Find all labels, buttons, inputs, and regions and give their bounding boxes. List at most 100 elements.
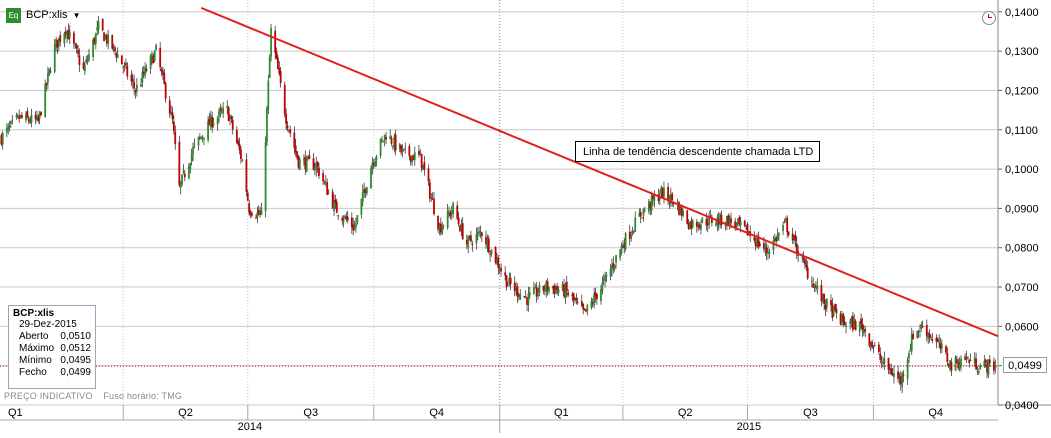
up-candle — [323, 181, 326, 184]
up-candle — [965, 357, 968, 358]
down-candle — [639, 211, 642, 217]
down-candle — [219, 109, 222, 111]
up-candle — [207, 121, 209, 141]
down-candle — [565, 281, 568, 292]
down-candle — [274, 30, 277, 53]
y-tick-label: 0,1300 — [1005, 46, 1039, 58]
down-candle — [456, 205, 459, 219]
down-candle — [678, 202, 680, 215]
up-candle — [441, 226, 444, 235]
up-candle — [920, 324, 923, 329]
info-label: Máximo — [19, 343, 55, 354]
up-candle — [402, 148, 405, 150]
up-candle — [593, 294, 596, 306]
up-candle — [203, 137, 205, 140]
down-candle — [245, 159, 248, 192]
down-candle — [754, 242, 757, 247]
up-candle — [669, 194, 672, 204]
down-candle — [765, 247, 768, 254]
down-candle — [925, 324, 928, 337]
up-candle — [151, 53, 153, 59]
info-value: 0,0495 — [60, 355, 91, 366]
down-candle — [576, 302, 579, 303]
year-label: 2015 — [737, 421, 761, 433]
up-candle — [193, 143, 196, 145]
up-candle — [375, 156, 378, 160]
up-candle — [19, 115, 22, 117]
down-candle — [26, 111, 29, 118]
up-candle — [197, 136, 200, 146]
clock-icon[interactable] — [982, 11, 996, 25]
up-candle — [801, 256, 804, 258]
y-tick-label: 0,0700 — [1005, 282, 1039, 294]
dropdown-arrow-icon[interactable]: ▼ — [72, 10, 81, 20]
down-candle — [984, 360, 987, 363]
up-candle — [728, 216, 731, 225]
down-candle — [820, 285, 823, 302]
down-candle — [308, 155, 311, 160]
up-candle — [641, 217, 643, 219]
down-candle — [897, 371, 899, 379]
up-candle — [764, 245, 767, 251]
down-candle — [420, 154, 423, 169]
up-candle — [660, 187, 663, 195]
down-candle — [917, 330, 920, 332]
down-candle — [471, 243, 474, 246]
up-candle — [784, 219, 787, 221]
up-candle — [47, 73, 49, 83]
down-candle — [839, 313, 842, 325]
down-candle — [337, 215, 340, 217]
up-candle — [663, 187, 665, 197]
down-candle — [500, 267, 502, 272]
down-candle — [890, 368, 893, 375]
down-candle — [120, 55, 123, 65]
quarter-label: Q3 — [303, 407, 318, 419]
down-candle — [843, 321, 846, 326]
up-candle — [112, 44, 115, 46]
up-candle — [179, 181, 182, 188]
up-candle — [739, 221, 742, 226]
up-candle — [825, 298, 828, 308]
up-candle — [374, 160, 377, 167]
up-candle — [486, 239, 489, 247]
up-candle — [602, 279, 605, 281]
down-candle — [986, 363, 988, 373]
quarter-label: Q1 — [8, 407, 23, 419]
down-candle — [423, 162, 426, 170]
up-candle — [342, 220, 345, 223]
up-candle — [57, 37, 60, 46]
up-candle — [880, 361, 883, 363]
down-candle — [710, 216, 713, 224]
trendline-layer — [200, 6, 999, 338]
down-candle — [235, 129, 238, 143]
up-candle — [810, 280, 813, 282]
x-axis: Q1 Q2 Q3 Q4 Q1 Q2 Q3 Q4 2014 2015 — [8, 405, 943, 433]
up-candle — [315, 163, 318, 170]
down-candle — [412, 155, 415, 161]
up-candle — [188, 166, 190, 179]
up-candle — [192, 146, 194, 155]
up-candle — [609, 268, 612, 276]
down-candle — [594, 292, 597, 297]
down-candle — [130, 74, 133, 82]
y-tick-label: 0,1000 — [1005, 164, 1039, 176]
down-candle — [720, 215, 723, 226]
up-candle — [724, 224, 727, 227]
down-candle — [546, 281, 549, 291]
down-candle — [279, 71, 282, 84]
down-candle — [240, 149, 242, 160]
down-candle — [505, 275, 508, 288]
down-candle — [208, 118, 211, 126]
down-candle — [163, 72, 166, 84]
up-candle — [313, 167, 316, 171]
up-candle — [901, 373, 904, 387]
up-candle — [475, 234, 478, 244]
up-candle — [631, 232, 634, 233]
down-candle — [882, 362, 884, 364]
info-label: Fecho — [19, 367, 47, 378]
up-candle — [266, 107, 268, 143]
down-candle — [45, 83, 48, 86]
ticker-label[interactable]: BCP:xlis — [26, 9, 68, 21]
up-candle — [153, 51, 156, 61]
